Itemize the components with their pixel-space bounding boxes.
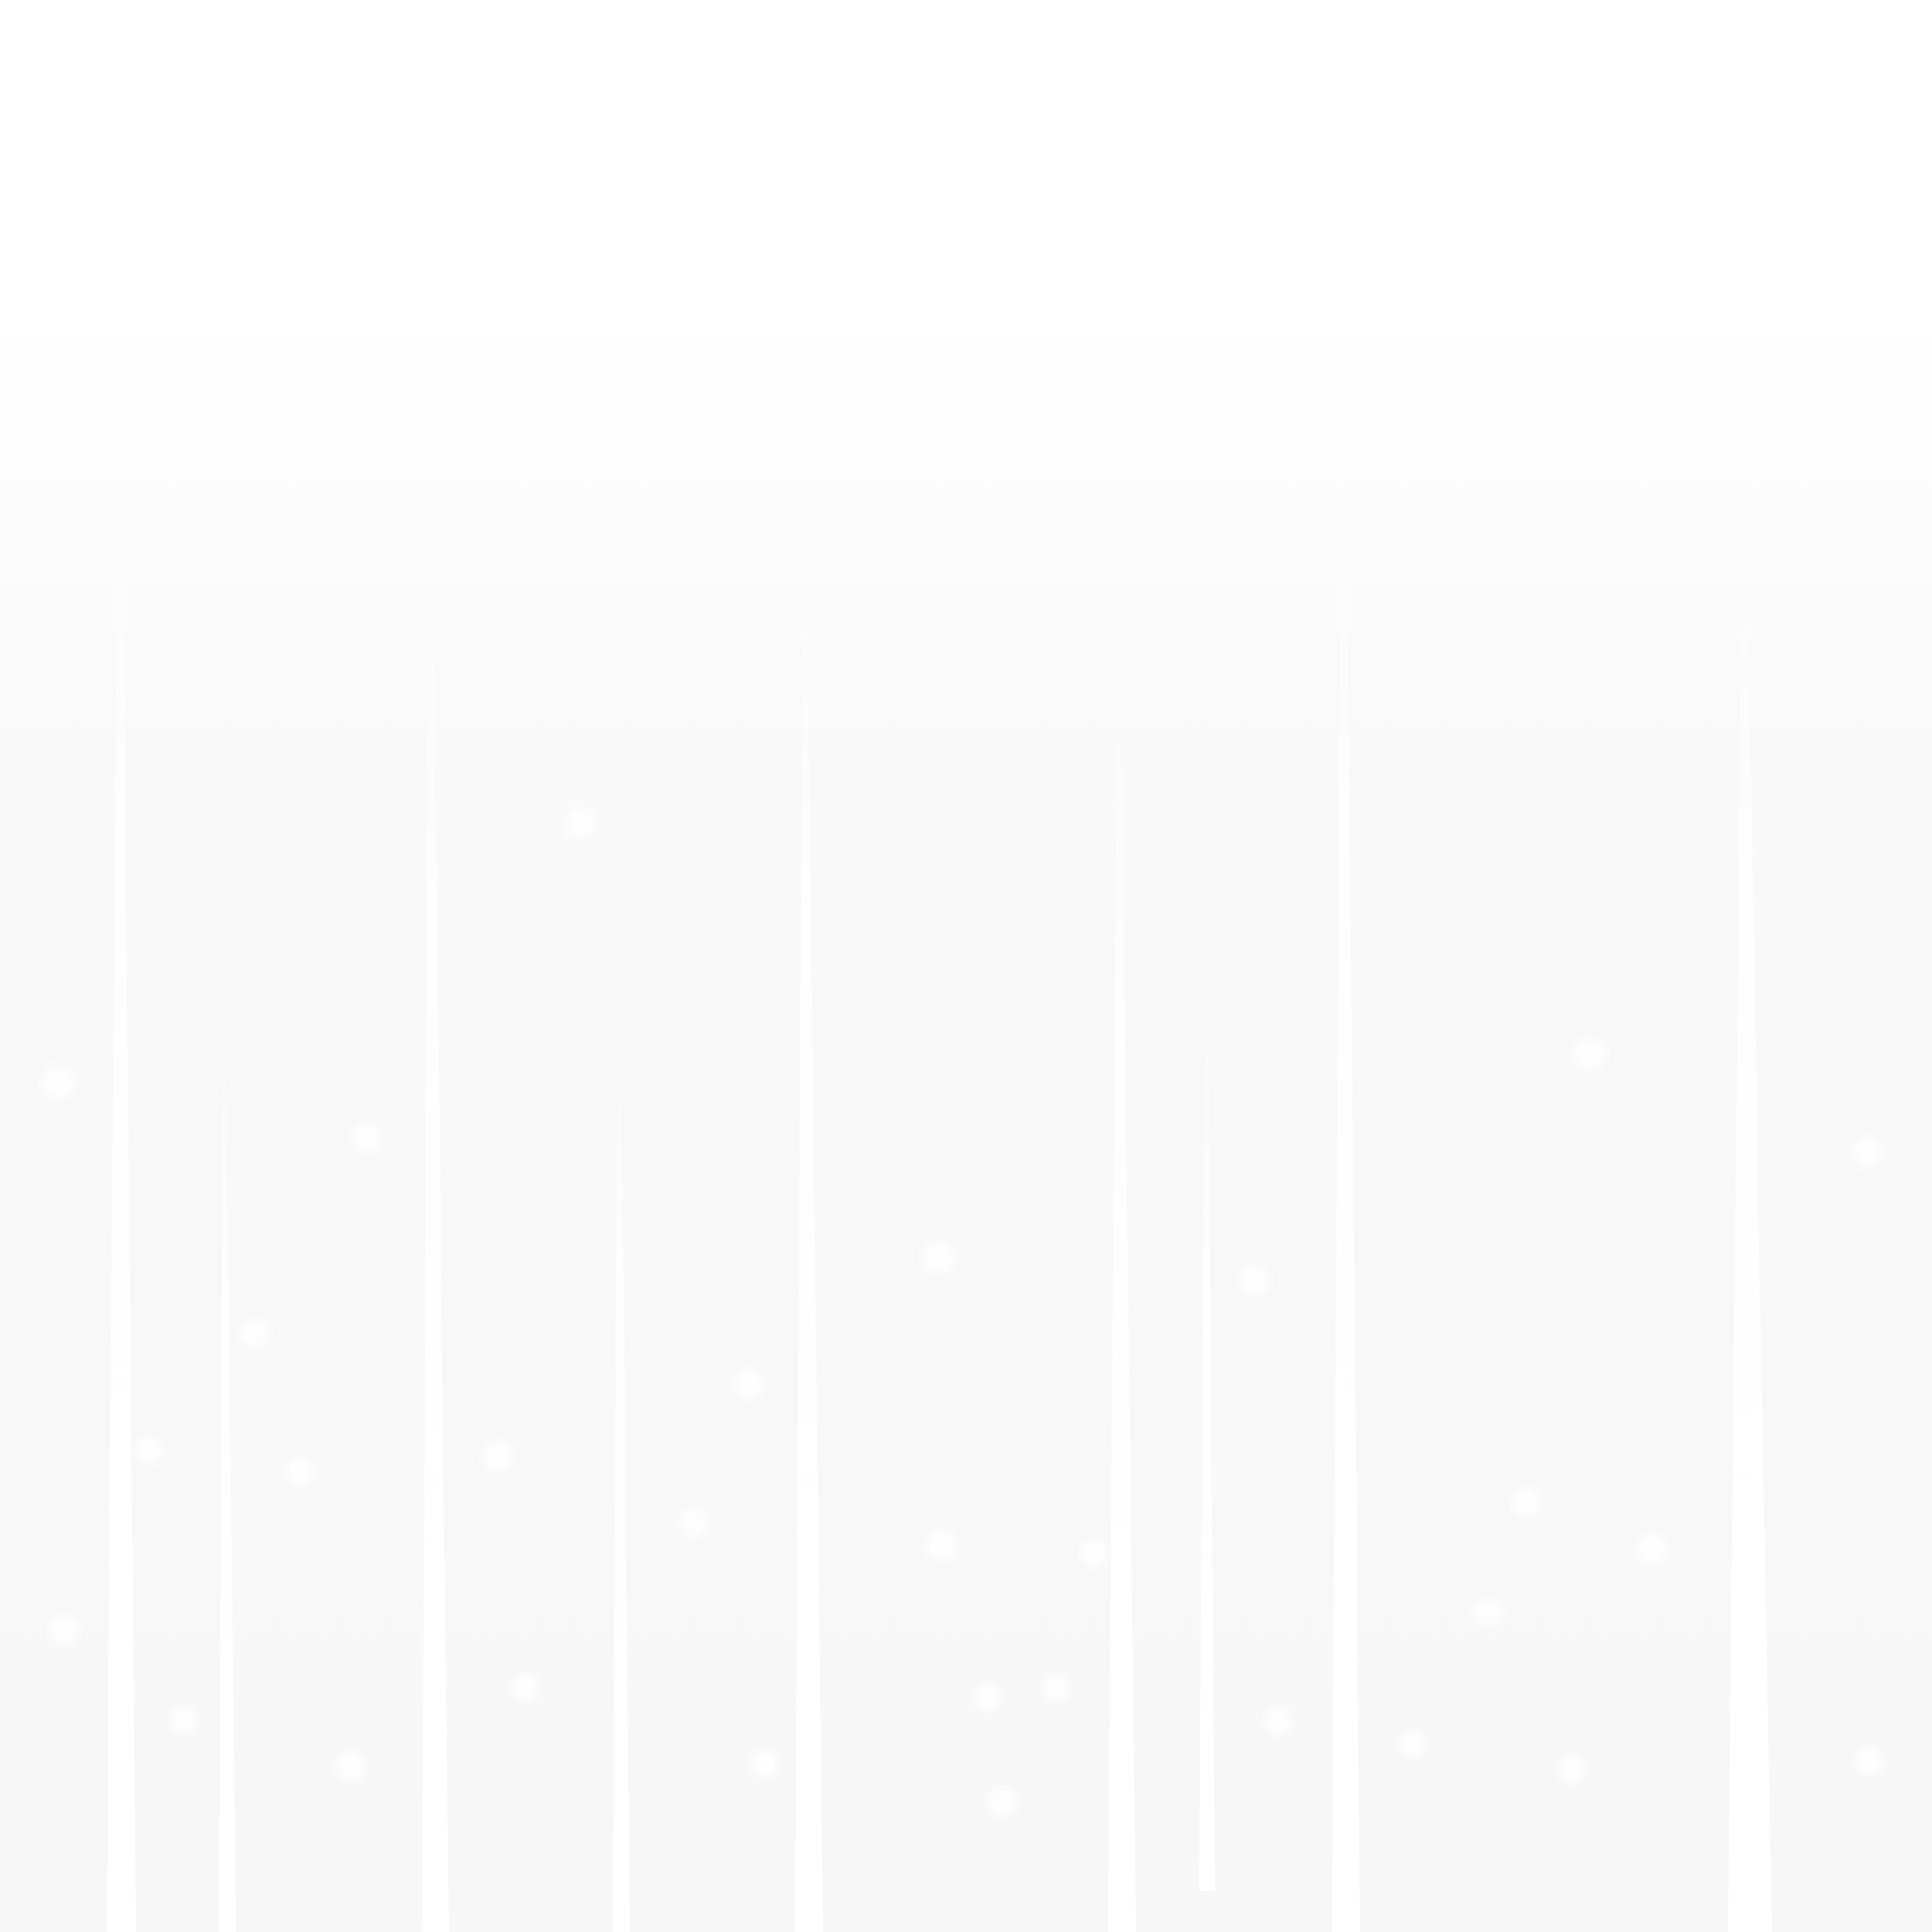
glow-dot bbox=[1038, 1670, 1075, 1707]
glow-dot bbox=[728, 1364, 770, 1406]
glow-dot bbox=[330, 1745, 372, 1787]
light-ray bbox=[107, 491, 136, 1932]
light-ray bbox=[422, 604, 449, 1932]
glow-dot bbox=[969, 1678, 1007, 1716]
glow-dot bbox=[1075, 1534, 1113, 1572]
light-ray bbox=[1199, 1028, 1215, 1891]
glow-dot bbox=[1553, 1751, 1591, 1789]
glow-dot bbox=[130, 1431, 168, 1469]
glow-dot bbox=[981, 1782, 1023, 1824]
light-ray bbox=[219, 1057, 236, 1932]
glow-dot bbox=[164, 1702, 202, 1740]
light-ray bbox=[1332, 491, 1360, 1932]
glow-dot bbox=[234, 1312, 275, 1354]
light-ray bbox=[1728, 575, 1772, 1932]
glow-dot bbox=[1847, 1131, 1889, 1173]
glow-dot bbox=[745, 1745, 783, 1783]
glow-dot bbox=[476, 1436, 518, 1477]
glow-dot bbox=[1234, 1259, 1275, 1301]
glow-dot bbox=[1506, 1481, 1547, 1523]
glow-dot bbox=[43, 1609, 85, 1651]
glow-dot bbox=[36, 1060, 81, 1106]
glow-dot bbox=[345, 1118, 387, 1159]
glow-dot bbox=[1567, 1032, 1612, 1077]
light-ray bbox=[613, 1057, 630, 1932]
glow-dot bbox=[1851, 1742, 1889, 1780]
light-rays bbox=[107, 491, 1772, 1932]
glow-dot bbox=[560, 802, 602, 843]
glow-dot bbox=[674, 1503, 715, 1544]
glow-dot bbox=[916, 1235, 961, 1280]
glow-dot bbox=[919, 1523, 964, 1568]
glow-dot bbox=[1467, 1591, 1508, 1633]
glow-dots bbox=[36, 802, 1889, 1824]
glow-dot bbox=[1393, 1725, 1431, 1763]
light-ray bbox=[1108, 717, 1136, 1932]
glow-dot bbox=[1629, 1526, 1674, 1572]
light-ray bbox=[795, 585, 823, 1932]
glow-dot bbox=[279, 1451, 321, 1492]
glow-dot bbox=[507, 1669, 544, 1707]
glow-dot bbox=[1259, 1703, 1297, 1740]
